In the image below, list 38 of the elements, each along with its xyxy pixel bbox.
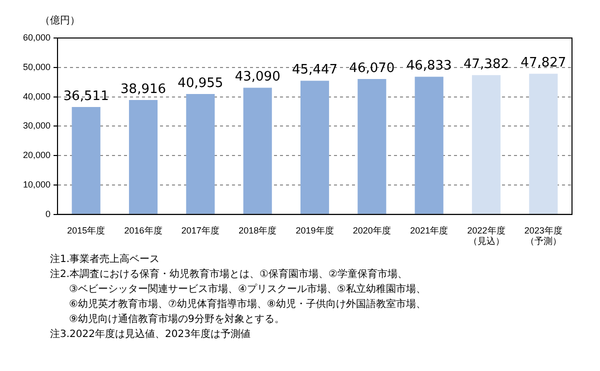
x-tick-label: 2016年度 xyxy=(124,225,162,236)
y-tick-label: 30,000 xyxy=(22,120,51,131)
bar xyxy=(529,74,558,214)
x-tick-label: 2023年度（予測） xyxy=(524,225,562,246)
y-tick-label: 10,000 xyxy=(22,179,51,190)
data-label: 43,090 xyxy=(234,70,280,85)
data-label: 38,916 xyxy=(120,82,166,97)
x-tick-label: 2021年度 xyxy=(410,225,448,236)
data-label: 36,511 xyxy=(63,88,109,104)
data-label: 45,447 xyxy=(292,62,338,78)
data-label: 40,955 xyxy=(178,76,224,91)
data-label: 47,827 xyxy=(520,56,566,71)
bar xyxy=(72,107,100,214)
bar xyxy=(358,78,386,214)
data-label: 46,833 xyxy=(406,58,452,74)
text: 注1.事業者売上高ベース xyxy=(50,252,161,267)
bar xyxy=(414,76,444,214)
data-label: 47,382 xyxy=(464,56,510,72)
text: 注3.2022年度は見込値、2023年度は予測値 xyxy=(50,328,252,342)
data-label: 46,070 xyxy=(349,60,395,76)
y-tick-label: 40,000 xyxy=(22,91,51,102)
x-tick-label: 2022年度（見込） xyxy=(467,225,506,246)
bar xyxy=(128,100,158,214)
y-axis-title: （億円） xyxy=(40,14,80,27)
y-tick-label: 50,000 xyxy=(22,62,51,72)
bar xyxy=(243,88,272,214)
text: 注2.本調査における保育・幼児教育市場とは、①保育園市場、②学童保育市場、 ③ベビーシッター関連サービス市場、④プリスクール市場、⑤私立幼稚園市場、 ⑥幼児英才教育市場、⑦幼児体育指導市場、⑧幼児・子供向け外国語教室市場、 ⑨幼児向け通信教育市場の9分野を対象とする。 xyxy=(50,268,426,327)
x-tick-label: 2018年度 xyxy=(238,225,277,236)
bar xyxy=(300,80,330,214)
bar xyxy=(472,75,501,214)
x-tick-label: 2019年度 xyxy=(296,225,334,236)
bar xyxy=(186,94,215,214)
x-tick-label: 2017年度 xyxy=(181,225,220,236)
x-tick-label: 2015年度 xyxy=(67,225,106,236)
x-tick-label: 2020年度 xyxy=(352,225,391,236)
y-tick-label: 0 xyxy=(46,208,51,219)
y-tick-label: 20,000 xyxy=(22,150,51,160)
y-tick-label: 60,000 xyxy=(22,32,51,42)
